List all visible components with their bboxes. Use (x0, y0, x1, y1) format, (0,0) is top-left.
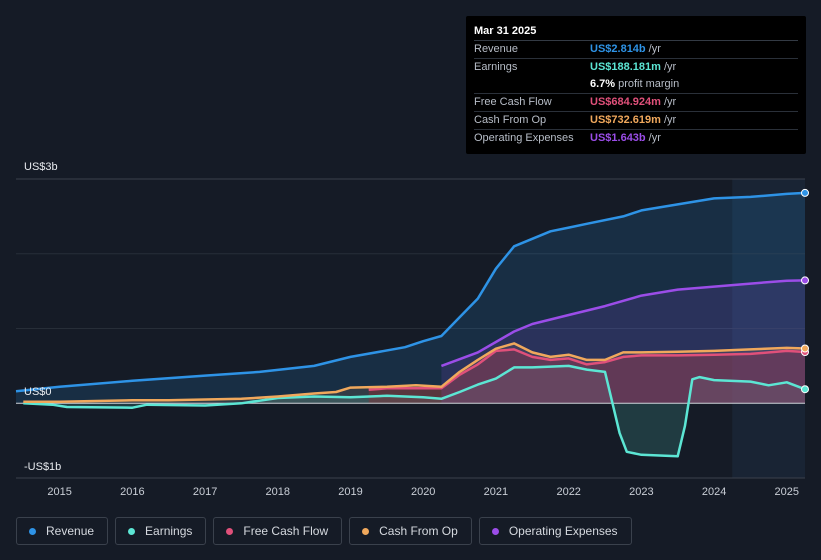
endpoint-cash-from-op (801, 344, 809, 353)
x-tick-label: 2016 (120, 486, 144, 498)
line-earnings (23, 364, 806, 458)
line-cash-from-op (23, 342, 806, 404)
legend-dot-icon (128, 527, 136, 535)
tooltip-row-cfo: Cash From Op US$732.619m /yr (474, 112, 798, 130)
tooltip-unit: /yr (663, 61, 677, 73)
endpoint-operating-expenses (801, 276, 809, 285)
legend-dot-icon (491, 527, 499, 535)
x-tick-label: 2015 (47, 486, 71, 498)
tooltip-label: Cash From Op (474, 114, 547, 126)
legend-item-revenue[interactable]: Revenue (16, 517, 109, 545)
y-label-zero: US$0 (24, 386, 52, 398)
tooltip-panel: Mar 31 2025 Revenue US$2.814b /yr Earnin… (466, 16, 806, 154)
tooltip-unit: /yr (663, 96, 677, 108)
area-earnings (23, 365, 806, 457)
tooltip-row-earnings: Earnings US$188.181m /yr (474, 59, 798, 76)
legend-label: Cash From Op (379, 524, 458, 538)
tooltip-row-fcf: Free Cash Flow US$684.924m /yr (474, 94, 798, 112)
tooltip-value: US$732.619m (590, 114, 661, 126)
legend-label: Earnings (145, 524, 193, 538)
tooltip-unit: /yr (663, 114, 677, 126)
legend-label: Revenue (46, 524, 95, 538)
tooltip-value: US$2.814b (590, 43, 646, 55)
tooltip-value: 6.7% (590, 78, 616, 90)
area-operating-expenses (441, 280, 805, 404)
y-label-top: US$3b (24, 161, 58, 173)
tooltip-date: Mar 31 2025 (474, 23, 798, 41)
tooltip-row-margin: 6.7% profit margin (474, 76, 798, 94)
tooltip-row-revenue: Revenue US$2.814b /yr (474, 41, 798, 59)
x-tick-label: 2025 (775, 486, 799, 498)
x-tick-label: 2023 (629, 486, 653, 498)
x-tick-label: 2022 (556, 486, 580, 498)
tooltip-label: Revenue (474, 43, 519, 55)
legend-item-earnings[interactable]: Earnings (115, 517, 207, 545)
legend-dot-icon (226, 527, 234, 535)
legend-label: Operating Expenses (508, 524, 618, 538)
area-free-cash-flow (368, 349, 805, 404)
x-tick-label: 2019 (338, 486, 362, 498)
legend-dot-icon (362, 527, 370, 535)
x-tick-label: 2017 (193, 486, 217, 498)
area-revenue (16, 192, 805, 404)
x-tick-label: 2018 (266, 486, 290, 498)
legend-item-operating-expenses[interactable]: Operating Expenses (478, 517, 632, 545)
line-free-cash-flow (368, 348, 806, 392)
endpoint-revenue (801, 188, 809, 197)
x-tick-label: 2020 (411, 486, 435, 498)
legend-label: Free Cash Flow (243, 524, 329, 538)
tooltip-value: US$684.924m (590, 96, 661, 108)
tooltip-unit: /yr (648, 132, 661, 144)
tooltip-unit: /yr (648, 43, 661, 55)
tooltip-value: US$1.643b (590, 132, 646, 144)
legend-item-cash-from-op[interactable]: Cash From Op (349, 517, 472, 545)
x-tick-label: 2021 (484, 486, 508, 498)
tooltip-label: Operating Expenses (474, 132, 574, 144)
tooltip-row-opex: Operating Expenses US$1.643b /yr (474, 130, 798, 147)
tooltip-label (474, 76, 590, 93)
legend-dot-icon (29, 527, 36, 535)
tooltip-value: US$188.181m (590, 61, 661, 73)
line-revenue (15, 191, 806, 393)
tooltip-unit: profit margin (618, 78, 680, 90)
endpoint-earnings (801, 385, 809, 394)
legend-item-free-cash-flow[interactable]: Free Cash Flow (213, 517, 343, 545)
tooltip-label: Earnings (474, 61, 518, 73)
line-operating-expenses (440, 279, 806, 368)
y-label-bottom: -US$1b (24, 461, 61, 473)
legend: Revenue Earnings Free Cash Flow Cash Fro… (16, 517, 632, 545)
tooltip-label: Free Cash Flow (474, 96, 552, 108)
x-tick-label: 2024 (702, 486, 726, 498)
